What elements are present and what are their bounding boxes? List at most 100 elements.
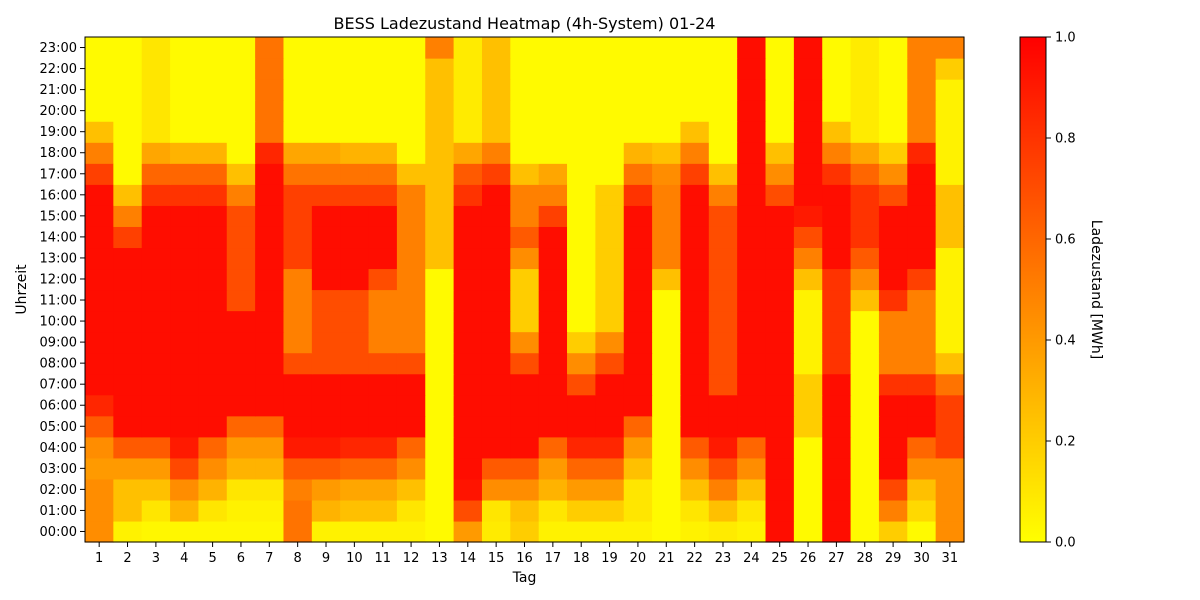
heatmap-cell bbox=[141, 499, 171, 522]
heatmap-cell bbox=[907, 373, 937, 396]
heatmap-cell bbox=[850, 121, 880, 143]
heatmap-cell bbox=[737, 520, 767, 543]
heatmap-cell bbox=[708, 184, 738, 206]
heatmap-cell bbox=[283, 499, 313, 522]
heatmap-cell bbox=[623, 394, 653, 417]
heatmap-cell bbox=[453, 415, 483, 438]
heatmap-cell bbox=[652, 58, 682, 80]
heatmap-cell bbox=[878, 58, 908, 80]
heatmap-cell bbox=[170, 226, 200, 249]
heatmap-cell bbox=[737, 121, 767, 143]
heatmap-cell bbox=[595, 520, 625, 543]
y-tick-label: 15:00 bbox=[40, 209, 77, 224]
heatmap-cell bbox=[283, 58, 313, 80]
heatmap-cell bbox=[198, 58, 228, 80]
heatmap-cell bbox=[340, 100, 370, 122]
heatmap-cell bbox=[822, 247, 852, 270]
heatmap-cell bbox=[878, 373, 908, 396]
heatmap-cell bbox=[198, 457, 228, 480]
heatmap-cell bbox=[255, 352, 285, 375]
heatmap-cell bbox=[141, 478, 171, 501]
heatmap-cell bbox=[226, 268, 256, 291]
x-tick-label: 14 bbox=[460, 551, 477, 566]
heatmap-cell bbox=[822, 79, 852, 101]
heatmap-cell bbox=[878, 247, 908, 270]
heatmap-cell bbox=[226, 37, 256, 59]
heatmap-cell bbox=[935, 478, 965, 501]
heatmap-cell bbox=[680, 184, 710, 206]
heatmap-cell bbox=[113, 142, 143, 164]
heatmap-cell bbox=[567, 142, 596, 164]
heatmap-cell bbox=[255, 247, 285, 270]
heatmap-cell bbox=[907, 289, 937, 312]
heatmap-cell bbox=[652, 247, 682, 270]
heatmap-cell bbox=[623, 184, 653, 206]
heatmap-cell bbox=[170, 352, 200, 375]
y-tick-label: 13:00 bbox=[40, 251, 77, 266]
heatmap-cell bbox=[765, 394, 795, 417]
heatmap-cell bbox=[198, 289, 228, 312]
heatmap-cell bbox=[680, 58, 710, 80]
heatmap-cell bbox=[510, 163, 540, 185]
heatmap-cell bbox=[113, 184, 143, 206]
heatmap-cell bbox=[538, 226, 568, 249]
heatmap-cell bbox=[793, 373, 823, 396]
heatmap-cell bbox=[878, 499, 908, 522]
heatmap-cell bbox=[396, 457, 426, 480]
heatmap-cell bbox=[425, 331, 455, 354]
x-tick-label: 6 bbox=[237, 551, 245, 566]
heatmap-cell bbox=[907, 247, 937, 270]
heatmap-cell bbox=[878, 268, 908, 291]
heatmap-cell bbox=[652, 352, 682, 375]
heatmap-cell bbox=[141, 205, 171, 227]
heatmap-cell bbox=[226, 499, 256, 522]
heatmap-cell bbox=[652, 142, 682, 164]
y-tick-label: 07:00 bbox=[40, 378, 77, 393]
heatmap-cell bbox=[255, 100, 285, 122]
heatmap-cell bbox=[396, 373, 426, 396]
heatmap-cell bbox=[765, 184, 795, 206]
heatmap-cell bbox=[567, 352, 596, 375]
heatmap-cell bbox=[170, 415, 200, 438]
heatmap-cell bbox=[765, 205, 795, 227]
heatmap-cell bbox=[226, 352, 256, 375]
heatmap-cell bbox=[935, 163, 965, 185]
heatmap-cell bbox=[453, 310, 483, 333]
heatmap-cell bbox=[538, 520, 568, 543]
heatmap-cell bbox=[340, 415, 370, 438]
heatmap-cell bbox=[368, 499, 398, 522]
heatmap-cell bbox=[793, 268, 823, 291]
heatmap-cell bbox=[255, 268, 285, 291]
heatmap-cell bbox=[935, 142, 965, 164]
heatmap-cell bbox=[822, 142, 852, 164]
heatmap-cell bbox=[453, 499, 483, 522]
heatmap-cell bbox=[822, 226, 852, 249]
heatmap-cell bbox=[878, 37, 908, 59]
heatmap-cell bbox=[283, 79, 313, 101]
heatmap-cell bbox=[198, 121, 228, 143]
heatmap-cell bbox=[538, 289, 568, 312]
heatmap-cell bbox=[368, 289, 398, 312]
heatmap-cell bbox=[765, 163, 795, 185]
y-tick-label: 19:00 bbox=[40, 125, 77, 140]
heatmap-cell bbox=[311, 37, 341, 59]
heatmap-cell bbox=[141, 310, 171, 333]
heatmap-cell bbox=[850, 436, 880, 459]
heatmap-cell bbox=[113, 268, 143, 291]
heatmap-cell bbox=[481, 415, 511, 438]
heatmap-cell bbox=[113, 352, 143, 375]
heatmap-cell bbox=[567, 100, 596, 122]
heatmap-cell bbox=[481, 331, 511, 354]
heatmap-cell bbox=[737, 478, 767, 501]
heatmap-cell bbox=[765, 373, 795, 396]
heatmap-cell bbox=[878, 352, 908, 375]
heatmap-cell bbox=[850, 247, 880, 270]
heatmap-cell bbox=[311, 58, 341, 80]
heatmap-cell bbox=[113, 100, 143, 122]
heatmap-cell bbox=[198, 163, 228, 185]
heatmap-cell bbox=[708, 247, 738, 270]
heatmap-cell bbox=[708, 289, 738, 312]
heatmap-cell bbox=[680, 520, 710, 543]
heatmap-cell bbox=[680, 373, 710, 396]
heatmap-cell bbox=[510, 457, 540, 480]
